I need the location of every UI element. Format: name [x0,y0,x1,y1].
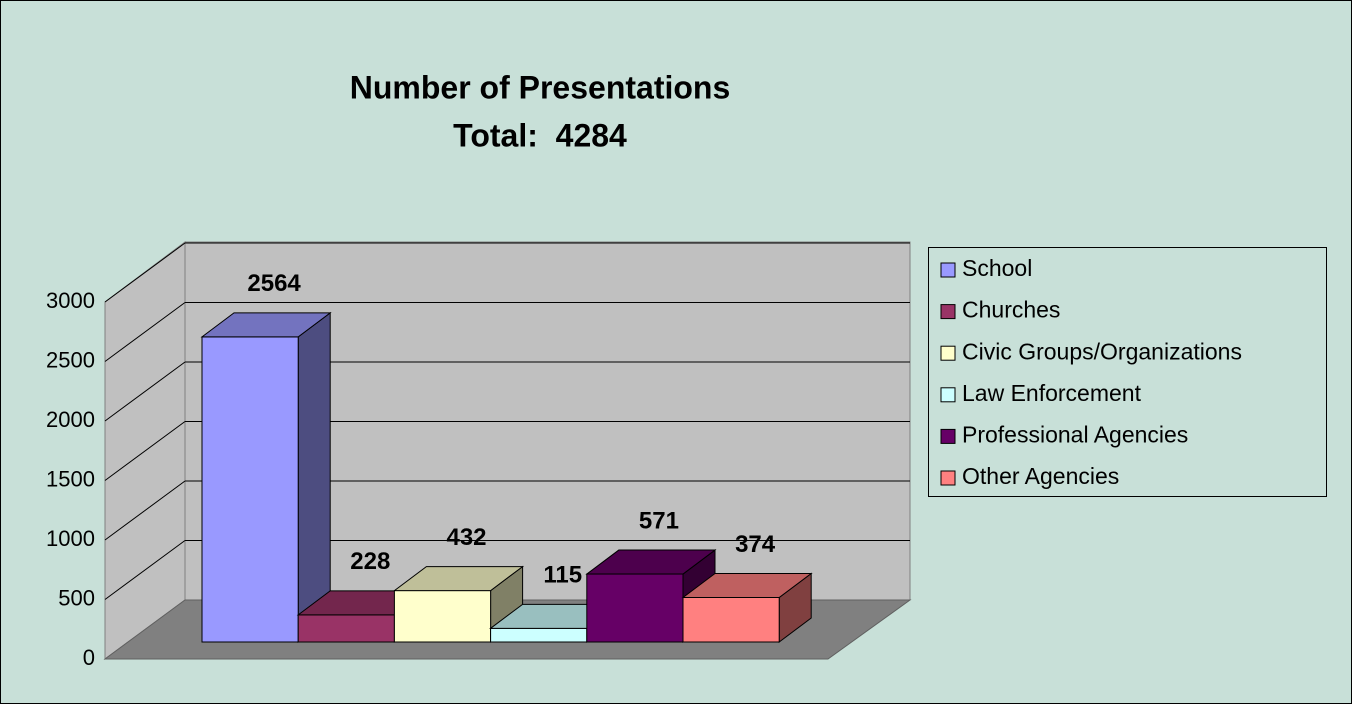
y-tick-label: 1000 [46,526,95,551]
chart-subtitle: Total: 4284 [453,117,627,153]
legend-swatch [940,262,956,278]
y-tick-label: 2500 [46,347,95,372]
grid-line [104,540,186,600]
bar [682,596,780,643]
legend-swatch [940,428,956,444]
data-label: 374 [735,531,776,558]
y-tick-label: 500 [58,585,95,610]
y-tick-label: 2000 [46,407,95,432]
data-label: 115 [543,562,582,589]
grid-line [104,480,186,541]
y-tick-label: 1500 [46,466,95,491]
grid-line [104,421,186,481]
legend-label: School [962,255,1032,281]
y-tick-label: 0 [83,645,95,670]
legend-swatch [940,387,956,403]
legend-label: Law Enforcement [962,380,1142,406]
chart-title: Number of Presentations [350,69,731,105]
legend-label: Other Agencies [962,463,1119,489]
bar [297,614,395,643]
legend-swatch [940,345,956,361]
bar [393,590,492,643]
legend-swatch [940,304,956,320]
legend-label: Professional Agencies [962,421,1188,447]
bar [490,627,588,643]
legend-label: Civic Groups/Organizations [962,338,1242,364]
bar-top [392,566,525,592]
legend [928,247,1327,497]
grid-line [104,242,186,303]
legend-label: Churches [962,297,1060,323]
data-label: 2564 [247,270,301,297]
data-label: 571 [639,507,679,534]
bar-top [200,312,332,338]
data-label: 432 [446,524,486,551]
bar [586,573,684,643]
grid-line [104,361,186,422]
bar-top [585,549,717,575]
grid-line [104,302,186,362]
data-label: 228 [350,548,390,575]
legend-swatch [940,470,956,486]
bar [201,336,299,643]
y-tick-label: 3000 [46,288,95,313]
bar-side [297,311,331,643]
bar-top [681,572,813,598]
